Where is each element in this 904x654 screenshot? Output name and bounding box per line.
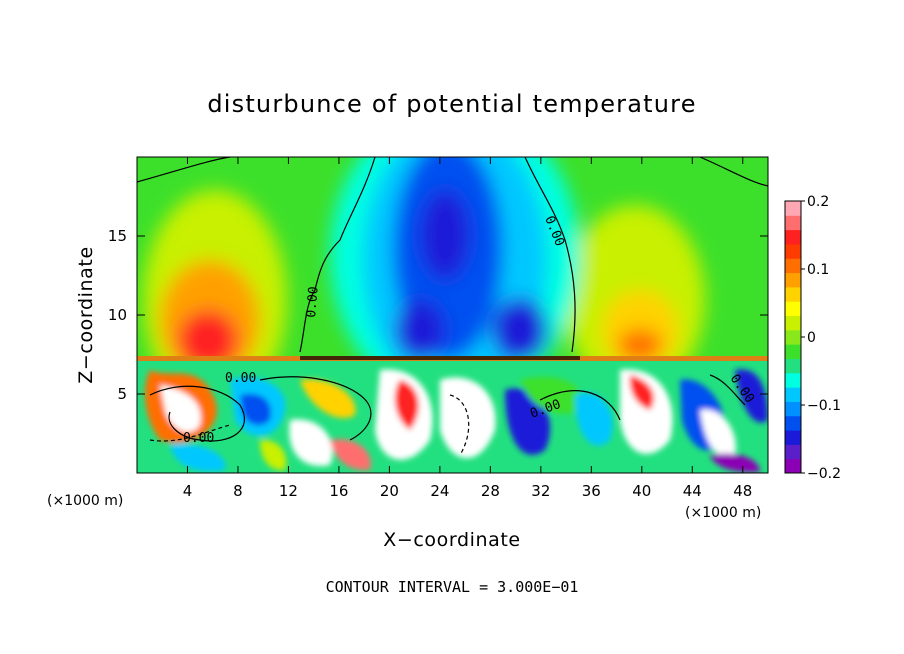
x-unit-label-left: (×1000 m) — [47, 493, 123, 509]
upper-field — [137, 157, 768, 356]
x-tick-label: 28 — [481, 482, 500, 500]
colorbar: 0.2 0.1 0 −0.1 −0.2 — [784, 194, 841, 482]
x-tick-label: 24 — [430, 482, 449, 500]
colorbar-swatch — [785, 258, 801, 274]
x-tick-label: 40 — [632, 482, 651, 500]
colorbar-tick-label: −0.2 — [807, 466, 841, 482]
y-tick-label: 15 — [108, 227, 127, 245]
x-tick-label: 36 — [582, 482, 601, 500]
colorbar-tick-label: 0 — [807, 330, 816, 346]
colorbar-swatch — [785, 315, 801, 331]
colorbar-swatch — [785, 444, 801, 460]
x-tick-label: 4 — [183, 482, 193, 500]
contour-lines — [136, 156, 769, 456]
colorbar-swatch — [785, 372, 801, 388]
colorbar-swatch — [785, 243, 801, 259]
contour-label: 0.00 — [304, 286, 322, 319]
chart-title: disturbunce of potential temperature — [207, 90, 696, 118]
contour-interval-note: CONTOUR INTERVAL = 3.000E−01 — [326, 578, 579, 596]
y-axis: 5 10 15 — [108, 227, 768, 403]
colorbar-swatch — [785, 458, 801, 474]
x-tick-label: 16 — [329, 482, 348, 500]
x-tick-label: 20 — [380, 482, 399, 500]
colorbar-swatch — [785, 215, 801, 231]
colorbar-swatch — [785, 201, 801, 216]
contour-label: 0.00 — [225, 371, 256, 386]
y-tick-label: 10 — [108, 306, 127, 324]
colorbar-swatch — [785, 286, 801, 302]
colorbar-swatch — [785, 415, 801, 431]
x-tick-label: 32 — [531, 482, 550, 500]
colorbar-swatch — [785, 329, 801, 345]
x-unit-label-right: (×1000 m) — [685, 505, 761, 521]
colorbar-swatch — [785, 401, 801, 417]
plot-area: 0.00 0.00 0.00 0.00 0.00 0.00 — [136, 156, 769, 474]
colorbar-swatch — [785, 387, 801, 402]
colorbar-tick-label: 0.2 — [807, 194, 829, 210]
colorbar-tick-label: −0.1 — [807, 398, 841, 414]
colorbar-swatch — [785, 301, 801, 317]
x-tick-label: 8 — [233, 482, 243, 500]
x-axis: 4 8 12 16 20 24 28 32 36 40 44 48 — [183, 157, 752, 500]
x-tick-label: 44 — [683, 482, 702, 500]
colorbar-swatch — [785, 344, 801, 359]
x-tick-label: 48 — [733, 482, 752, 500]
colorbar-swatch — [785, 272, 801, 288]
colorbar-swatch — [785, 430, 801, 445]
contour-label: 0.00 — [183, 431, 214, 446]
x-tick-label: 12 — [279, 482, 298, 500]
y-axis-label: Z−coordinate — [75, 246, 97, 383]
x-axis-label: X−coordinate — [383, 529, 520, 551]
colorbar-tick-label: 0.1 — [807, 262, 829, 278]
y-tick-label: 5 — [117, 385, 127, 403]
colorbar-swatch — [785, 358, 801, 374]
colorbar-swatch — [785, 229, 801, 245]
